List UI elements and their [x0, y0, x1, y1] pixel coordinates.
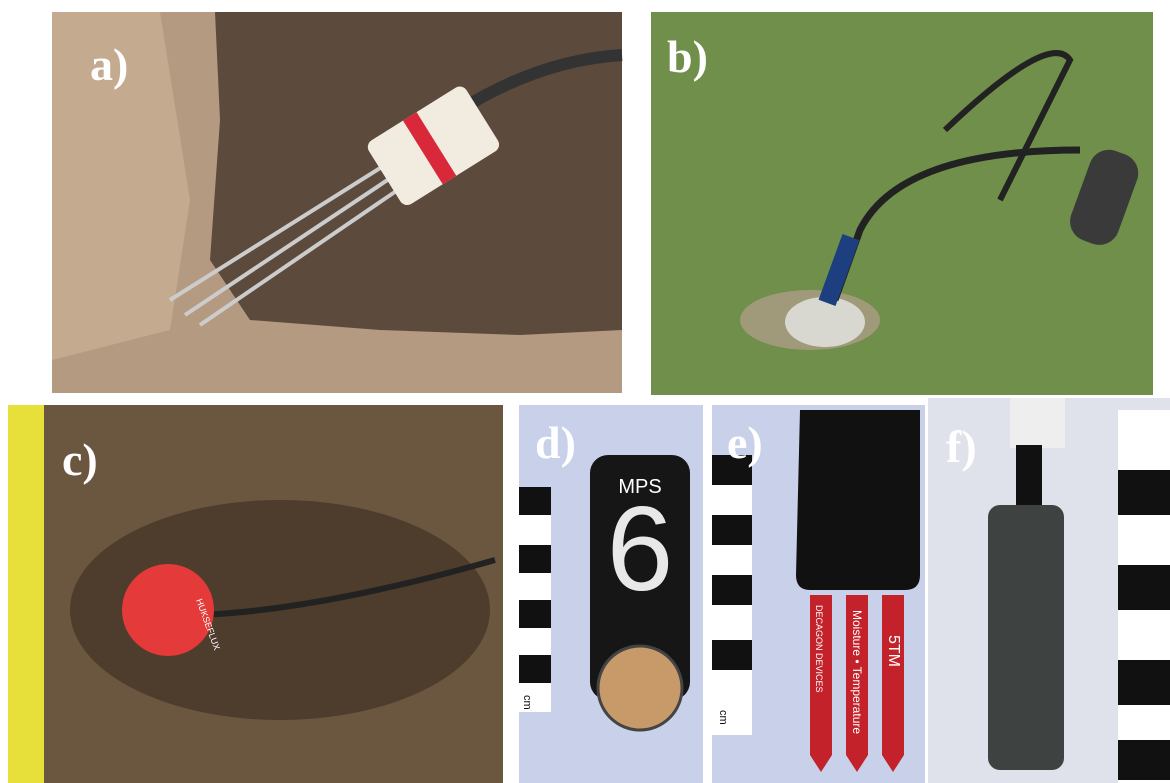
sensor-body — [988, 505, 1064, 770]
panel-label: e) — [727, 417, 763, 468]
device-text: DECAGON DEVICES — [814, 605, 824, 693]
tape-measure — [8, 405, 44, 783]
panel-label: a) — [90, 39, 128, 90]
panel-d: cm MPS 6 d) — [519, 405, 703, 783]
panel-label: f) — [946, 421, 977, 472]
panel-c: HUKSEFLUX c) — [8, 405, 503, 783]
device-text: 5TM — [885, 635, 902, 667]
figure: a) b) HUKSEFLUX c) cm MPS 6 d) — [0, 0, 1170, 783]
panel-label: c) — [62, 434, 98, 485]
sensor-body — [796, 410, 920, 590]
panel-e: cm DECAGON DEVICES Moisture • Temperatur… — [712, 405, 925, 783]
scale-unit: cm — [717, 710, 729, 725]
panel-f: f) — [928, 398, 1170, 783]
device-text: 6 — [607, 482, 674, 616]
panel-b: b) — [651, 12, 1153, 395]
cap — [1010, 398, 1065, 448]
device-text: Moisture • Temperature — [850, 610, 864, 734]
panel-a: a) — [52, 12, 622, 393]
ceramic-disk — [598, 646, 682, 730]
scale-unit: cm — [521, 695, 533, 710]
cable — [1016, 445, 1042, 510]
panel-label: d) — [535, 417, 576, 468]
disk — [785, 297, 865, 347]
page: a) b) HUKSEFLUX c) cm MPS 6 d) — [0, 0, 1170, 783]
panel-label: b) — [667, 31, 708, 82]
